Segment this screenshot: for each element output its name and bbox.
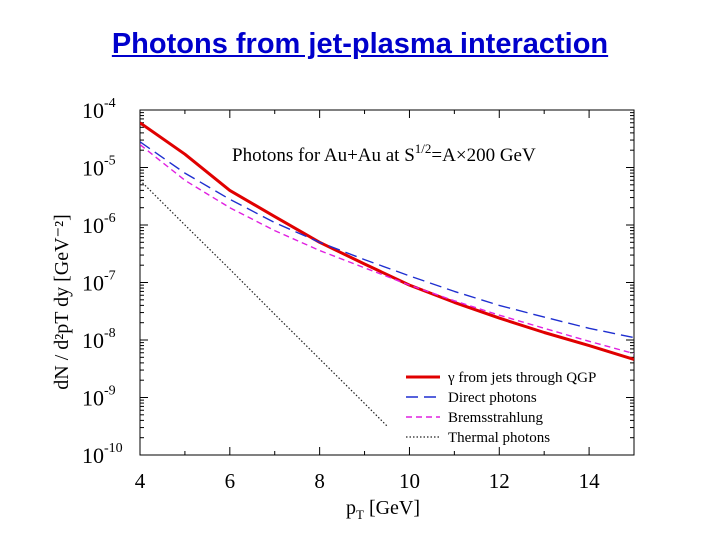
x-tick-label: 14 [579,469,601,493]
x-tick-label: 8 [314,469,325,493]
y-tick-base: 10 [82,156,104,181]
chart-title-sup: 1/2 [415,141,432,156]
y-tick-base: 10 [82,271,104,296]
y-tick-label: 10-5 [82,154,116,181]
series-line-0 [140,121,634,361]
legend-label-1: Direct photons [448,390,537,406]
legend-label-3: Thermal photons [448,430,550,446]
series-line-2 [140,144,634,355]
legend: γ from jets through QGP Direct photons Bre… [406,370,596,446]
y-tick-base: 10 [82,98,104,123]
y-tick-base: 10 [82,443,104,468]
y-tick-base: 10 [82,386,104,411]
x-axis-label-p: p [346,497,356,519]
y-tick-label: 10-8 [82,326,116,353]
y-tick-base: 10 [82,213,104,238]
y-tick-exp: -10 [104,441,123,456]
chart-title: Photons for Au+Au at S1/2=A×200 GeV [232,141,536,166]
y-tick-label: 10-4 [82,96,116,123]
chart-title-lead: Photons for Au+Au at S [232,145,415,166]
y-axis-label: dN / d²pT dy [GeV⁻²] [51,214,73,390]
y-tick-base: 10 [82,328,104,353]
legend-label-2: Bremsstrahlung [448,410,543,426]
x-axis-label: pT [GeV] [346,497,420,522]
y-tick-label: 10-10 [82,441,123,468]
x-tick-label: 4 [135,469,146,493]
y-tick-exp: -9 [104,384,116,399]
tick-marks [139,109,635,456]
series-layer [140,121,634,427]
y-tick-exp: -4 [104,96,116,111]
x-tick-label: 12 [489,469,510,493]
y-tick-label: 10-7 [82,269,116,296]
x-tick-label: 10 [399,469,420,493]
slide-title: Photons from jet-plasma interaction [111,28,609,60]
y-tick-label: 10-6 [82,211,116,238]
x-tick-label: 6 [225,469,236,493]
x-axis-label-sub: T [356,507,364,522]
legend-label-0: γ from jets through QGP [447,370,596,386]
x-tick-labels: 4 6 8 10 12 14 [135,469,600,493]
y-tick-exp: -8 [104,326,116,341]
series-line-1 [140,141,634,339]
x-axis-label-rest: [GeV] [364,497,420,519]
y-tick-label: 10-9 [82,384,116,411]
chart-title-tail: =A×200 GeV [431,145,536,166]
y-tick-exp: -6 [104,211,116,226]
y-tick-exp: -7 [104,269,116,284]
series-line-3 [140,179,388,427]
y-tick-labels: 10-410-510-610-710-810-910-10 [82,96,123,468]
y-tick-exp: -5 [104,154,116,169]
